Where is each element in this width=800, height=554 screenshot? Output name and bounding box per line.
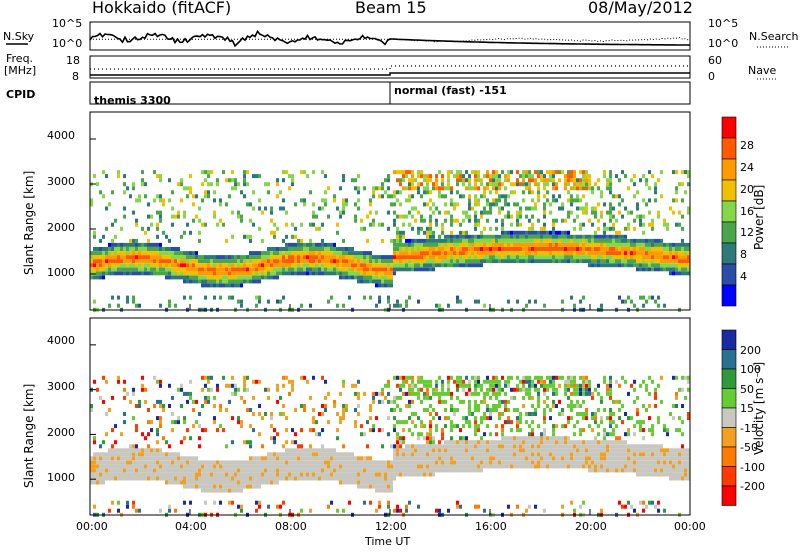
x-axis-label: Time UT: [365, 535, 411, 548]
velocity-cb-tick: 200: [740, 344, 761, 357]
freq-label-1: Freq.: [6, 52, 34, 65]
velocity-ytick: 2000: [47, 426, 75, 439]
nave-line: [90, 65, 690, 70]
freq-label-2: [MHz]: [4, 64, 37, 77]
velocity-cb-tick: -100: [740, 461, 765, 474]
noise-left-tick-bottom: 10^0: [52, 37, 83, 50]
power-ytick: 3000: [47, 175, 75, 188]
power-cb-tick: 20: [740, 183, 754, 196]
velocity-colorbar-cell: [721, 349, 737, 370]
nave-right-tick-top: 60: [708, 54, 722, 67]
x-tick: 00:00: [674, 520, 706, 533]
power-colorbar-cell: [721, 242, 737, 265]
power-colorbar-cell: [721, 179, 737, 202]
power-colorbar-cell: [721, 116, 737, 139]
power-ytick: 2000: [47, 221, 75, 234]
nave-right-tick-bottom: 0: [708, 70, 715, 83]
velocity-cb-tick: -200: [740, 480, 765, 493]
power-colorbar-cell: [721, 263, 737, 286]
x-tick: 12:00: [375, 520, 407, 533]
power-colorbar-cell: [721, 200, 737, 223]
power-cb-tick: 12: [740, 226, 754, 239]
power-cb-tick: 16: [740, 205, 754, 218]
noise-right-tick-top: 10^5: [708, 17, 739, 30]
freq-left-tick-top: 18: [66, 54, 80, 67]
velocity-colorbar-cell: [721, 329, 737, 350]
velocity-ytick: 3000: [47, 380, 75, 393]
velocity-ytick: 1000: [47, 471, 75, 484]
power-cb-tick: 8: [740, 248, 747, 261]
velocity-colorbar-cell: [721, 407, 737, 428]
cpid-label: CPID: [6, 88, 36, 101]
power-colorbar-label: Power [dB]: [752, 184, 766, 250]
velocity-cb-tick: -15: [740, 422, 758, 435]
freq-line: [90, 72, 690, 76]
noise-right-label: N.Search: [749, 30, 799, 43]
power-colorbar-cell: [721, 284, 737, 307]
velocity-cb-tick: 50: [740, 383, 754, 396]
velocity-cb-tick: -50: [740, 441, 758, 454]
power-ylabel: Slant Range [km]: [22, 170, 36, 275]
velocity-cells: [90, 375, 690, 517]
noise-search-line: [90, 36, 691, 43]
power-colorbar-cell: [721, 158, 737, 181]
velocity-ytick: 4000: [47, 334, 75, 347]
x-tick: 16:00: [475, 520, 507, 533]
nave-label: Nave: [748, 64, 777, 77]
velocity-cb-tick: 100: [740, 363, 761, 376]
power-cb-tick: 28: [740, 139, 754, 152]
x-tick: 20:00: [575, 520, 607, 533]
power-colorbar-cell: [721, 137, 737, 160]
velocity-colorbar-cell: [721, 446, 737, 467]
power-cells: [90, 170, 690, 312]
cpid-segment-2: normal (fast) -151: [394, 84, 507, 97]
noise-right-tick-bottom: 10^0: [708, 37, 739, 50]
power-cb-tick: 4: [740, 270, 747, 283]
power-colorbar-cell: [721, 221, 737, 244]
power-ytick: 1000: [47, 266, 75, 279]
x-tick: 08:00: [275, 520, 307, 533]
date-title: 08/May/2012: [588, 0, 693, 17]
noise-left-label: N.Sky: [3, 30, 35, 43]
noise-panel-frame: [89, 21, 691, 51]
velocity-colorbar-cell: [721, 368, 737, 389]
station-title: Hokkaido (fitACF): [92, 0, 232, 17]
velocity-colorbar-cell: [721, 485, 737, 506]
beam-title: Beam 15: [355, 0, 427, 17]
velocity-cb-tick: 15: [740, 402, 754, 415]
freq-panel-frame: [89, 55, 691, 79]
velocity-ylabel: Slant Range [km]: [22, 383, 36, 488]
power-cb-tick: 24: [740, 161, 754, 174]
velocity-colorbar-cell: [721, 388, 737, 409]
x-tick: 04:00: [175, 520, 207, 533]
velocity-colorbar-cell: [721, 427, 737, 448]
noise-sky-line: [89, 29, 690, 48]
power-ytick: 4000: [47, 129, 75, 142]
noise-left-tick-top: 10^5: [52, 17, 83, 30]
x-tick: 00:00: [76, 520, 108, 533]
freq-left-tick-bottom: 8: [72, 70, 79, 83]
velocity-colorbar-cell: [721, 466, 737, 487]
cpid-segment-1: themis 3300: [94, 94, 171, 107]
